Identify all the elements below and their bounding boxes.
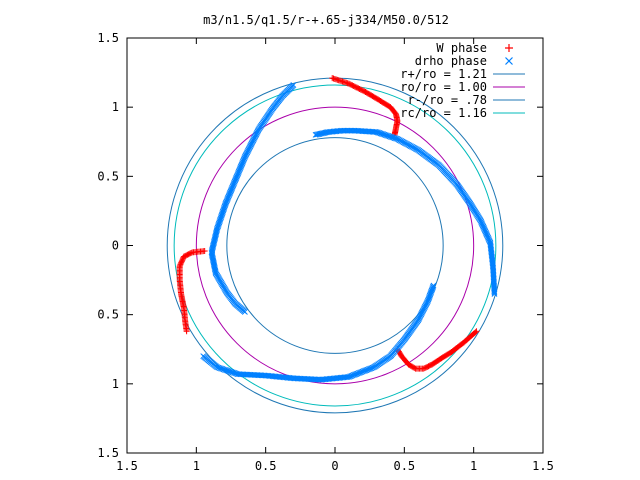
axis-ticks: 1.5 1 0.5 0 0.5 1 1.51.510.500.511.5	[97, 31, 554, 473]
x-tick-label: 1.5	[532, 459, 554, 473]
data-point	[473, 328, 480, 335]
radius-circle-3	[226, 137, 444, 354]
data-point	[491, 290, 498, 297]
y-tick-label: 0.5	[97, 169, 119, 183]
data-point	[200, 353, 207, 360]
legend-label: rc/ro = 1.16	[400, 106, 487, 120]
data-point	[491, 289, 498, 296]
chart-title: m3/n1.5/q1.5/r-+.65-j334/M50.0/512	[203, 13, 449, 27]
radius-circles	[166, 77, 504, 414]
y-tick-label: 1.5	[97, 31, 119, 45]
data-point	[183, 328, 190, 335]
legend-symbol	[505, 57, 513, 65]
y-tick-label: 1.5	[97, 446, 119, 460]
legend-label: ro/ro = 1.00	[400, 80, 487, 94]
data-point	[411, 364, 418, 371]
radius-circle-1	[166, 77, 504, 414]
x-tick-label: 0.5	[393, 459, 415, 473]
legend-symbol	[505, 44, 513, 52]
y-tick-label: 1	[112, 100, 119, 114]
legend-label: W phase	[436, 41, 487, 55]
radius-circle-2	[195, 106, 475, 385]
x-tick-label: 0	[331, 459, 338, 473]
legend-label: r+/ro = 1.21	[400, 67, 487, 81]
y-tick-label: 1	[112, 377, 119, 391]
x-tick-label: 1.5	[116, 459, 138, 473]
phase-series	[176, 75, 498, 383]
x-tick-label: 0.5	[255, 459, 277, 473]
legend-label: r-/ro = .78	[408, 93, 487, 107]
radius-circle-4	[173, 84, 497, 407]
y-tick-label: 0	[112, 239, 119, 253]
x-tick-label: 1	[193, 459, 200, 473]
data-point	[290, 82, 297, 88]
w-phase-series	[176, 75, 480, 372]
data-point	[177, 262, 184, 269]
data-point	[472, 329, 479, 336]
x-tick-label: 1	[470, 459, 477, 473]
legend-label: drho phase	[415, 54, 487, 68]
drho-phase-series	[200, 82, 498, 383]
y-tick-label: 0.5	[97, 308, 119, 322]
